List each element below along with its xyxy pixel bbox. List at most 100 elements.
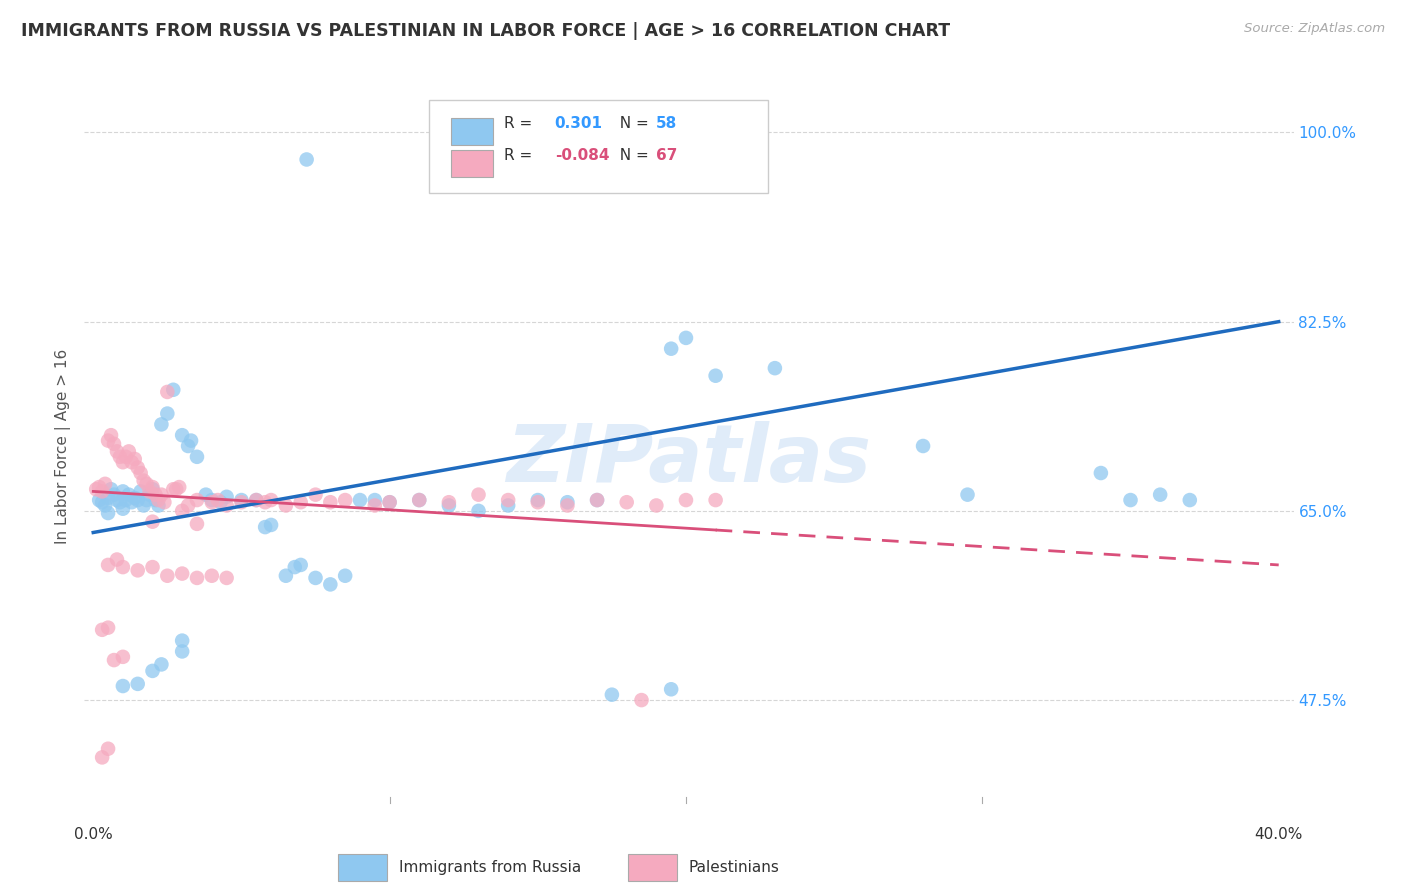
Point [89,493,111,508]
Point [97,491,120,505]
Point [304,571,326,585]
Point [111,501,134,516]
Point [108,450,131,464]
Point [675,331,697,345]
Point [105,444,128,458]
Y-axis label: In Labor Force | Age > 16: In Labor Force | Age > 16 [55,349,72,543]
Point [1119,493,1142,508]
Point [177,439,200,453]
Point [103,437,125,451]
Point [150,417,173,432]
Point [172,428,194,442]
Point [100,428,122,442]
Point [150,488,173,502]
Point [138,488,160,502]
Text: -0.084: -0.084 [555,148,609,163]
Point [172,644,194,658]
Point [153,495,176,509]
Point [97,558,120,572]
Point [378,495,401,509]
Point [364,493,387,508]
Point [349,493,371,508]
FancyBboxPatch shape [429,100,768,193]
Point [763,361,786,376]
Bar [628,855,676,881]
Point [141,482,163,496]
Point [103,488,125,502]
Point [127,460,149,475]
Point [295,153,318,167]
Text: ZIPatlas: ZIPatlas [506,421,872,500]
Point [215,499,238,513]
Point [304,488,326,502]
Point [141,560,163,574]
Point [704,368,727,383]
Point [1090,466,1112,480]
Point [167,480,190,494]
Point [437,495,460,509]
Point [437,499,460,513]
Text: N =: N = [610,148,654,163]
Point [467,504,489,518]
Point [135,476,157,491]
Point [177,499,200,513]
Point [91,495,114,509]
Text: 40.0%: 40.0% [1254,827,1303,841]
Point [156,568,179,582]
Point [97,621,120,635]
Point [162,383,184,397]
Bar [451,118,494,145]
Point [319,495,342,509]
Point [111,560,134,574]
Point [135,493,157,508]
Text: R =: R = [503,116,541,131]
Text: R =: R = [503,148,537,163]
Point [124,452,146,467]
Point [333,493,356,508]
Point [127,563,149,577]
Point [586,493,609,508]
Point [172,504,194,518]
Point [231,495,253,509]
Point [956,488,979,502]
Text: 58: 58 [657,116,678,131]
Text: IMMIGRANTS FROM RUSSIA VS PALESTINIAN IN LABOR FORCE | AGE > 16 CORRELATION CHAR: IMMIGRANTS FROM RUSSIA VS PALESTINIAN IN… [21,22,950,40]
Point [290,558,312,572]
Point [100,482,122,496]
Point [378,495,401,509]
Point [260,517,283,532]
Point [496,493,519,508]
Text: Source: ZipAtlas.com: Source: ZipAtlas.com [1244,22,1385,36]
Point [209,495,232,509]
Point [115,450,138,464]
Point [245,493,267,508]
Point [111,484,134,499]
Point [148,499,170,513]
Point [284,560,307,574]
Point [124,491,146,505]
Point [127,677,149,691]
Point [215,490,238,504]
Point [91,623,114,637]
Point [408,493,430,508]
Point [201,568,224,582]
Point [150,657,173,672]
Point [207,493,229,508]
Point [97,741,120,756]
Point [148,493,170,508]
Point [118,488,141,502]
Point [201,493,224,508]
Point [527,493,550,508]
Point [1149,488,1171,502]
Point [127,493,149,508]
Point [129,484,152,499]
Point [496,499,519,513]
Point [675,493,697,508]
Point [586,493,609,508]
Point [156,384,179,399]
Point [557,499,579,513]
Point [201,495,224,509]
Point [141,664,163,678]
Point [408,493,430,508]
Point [111,649,134,664]
